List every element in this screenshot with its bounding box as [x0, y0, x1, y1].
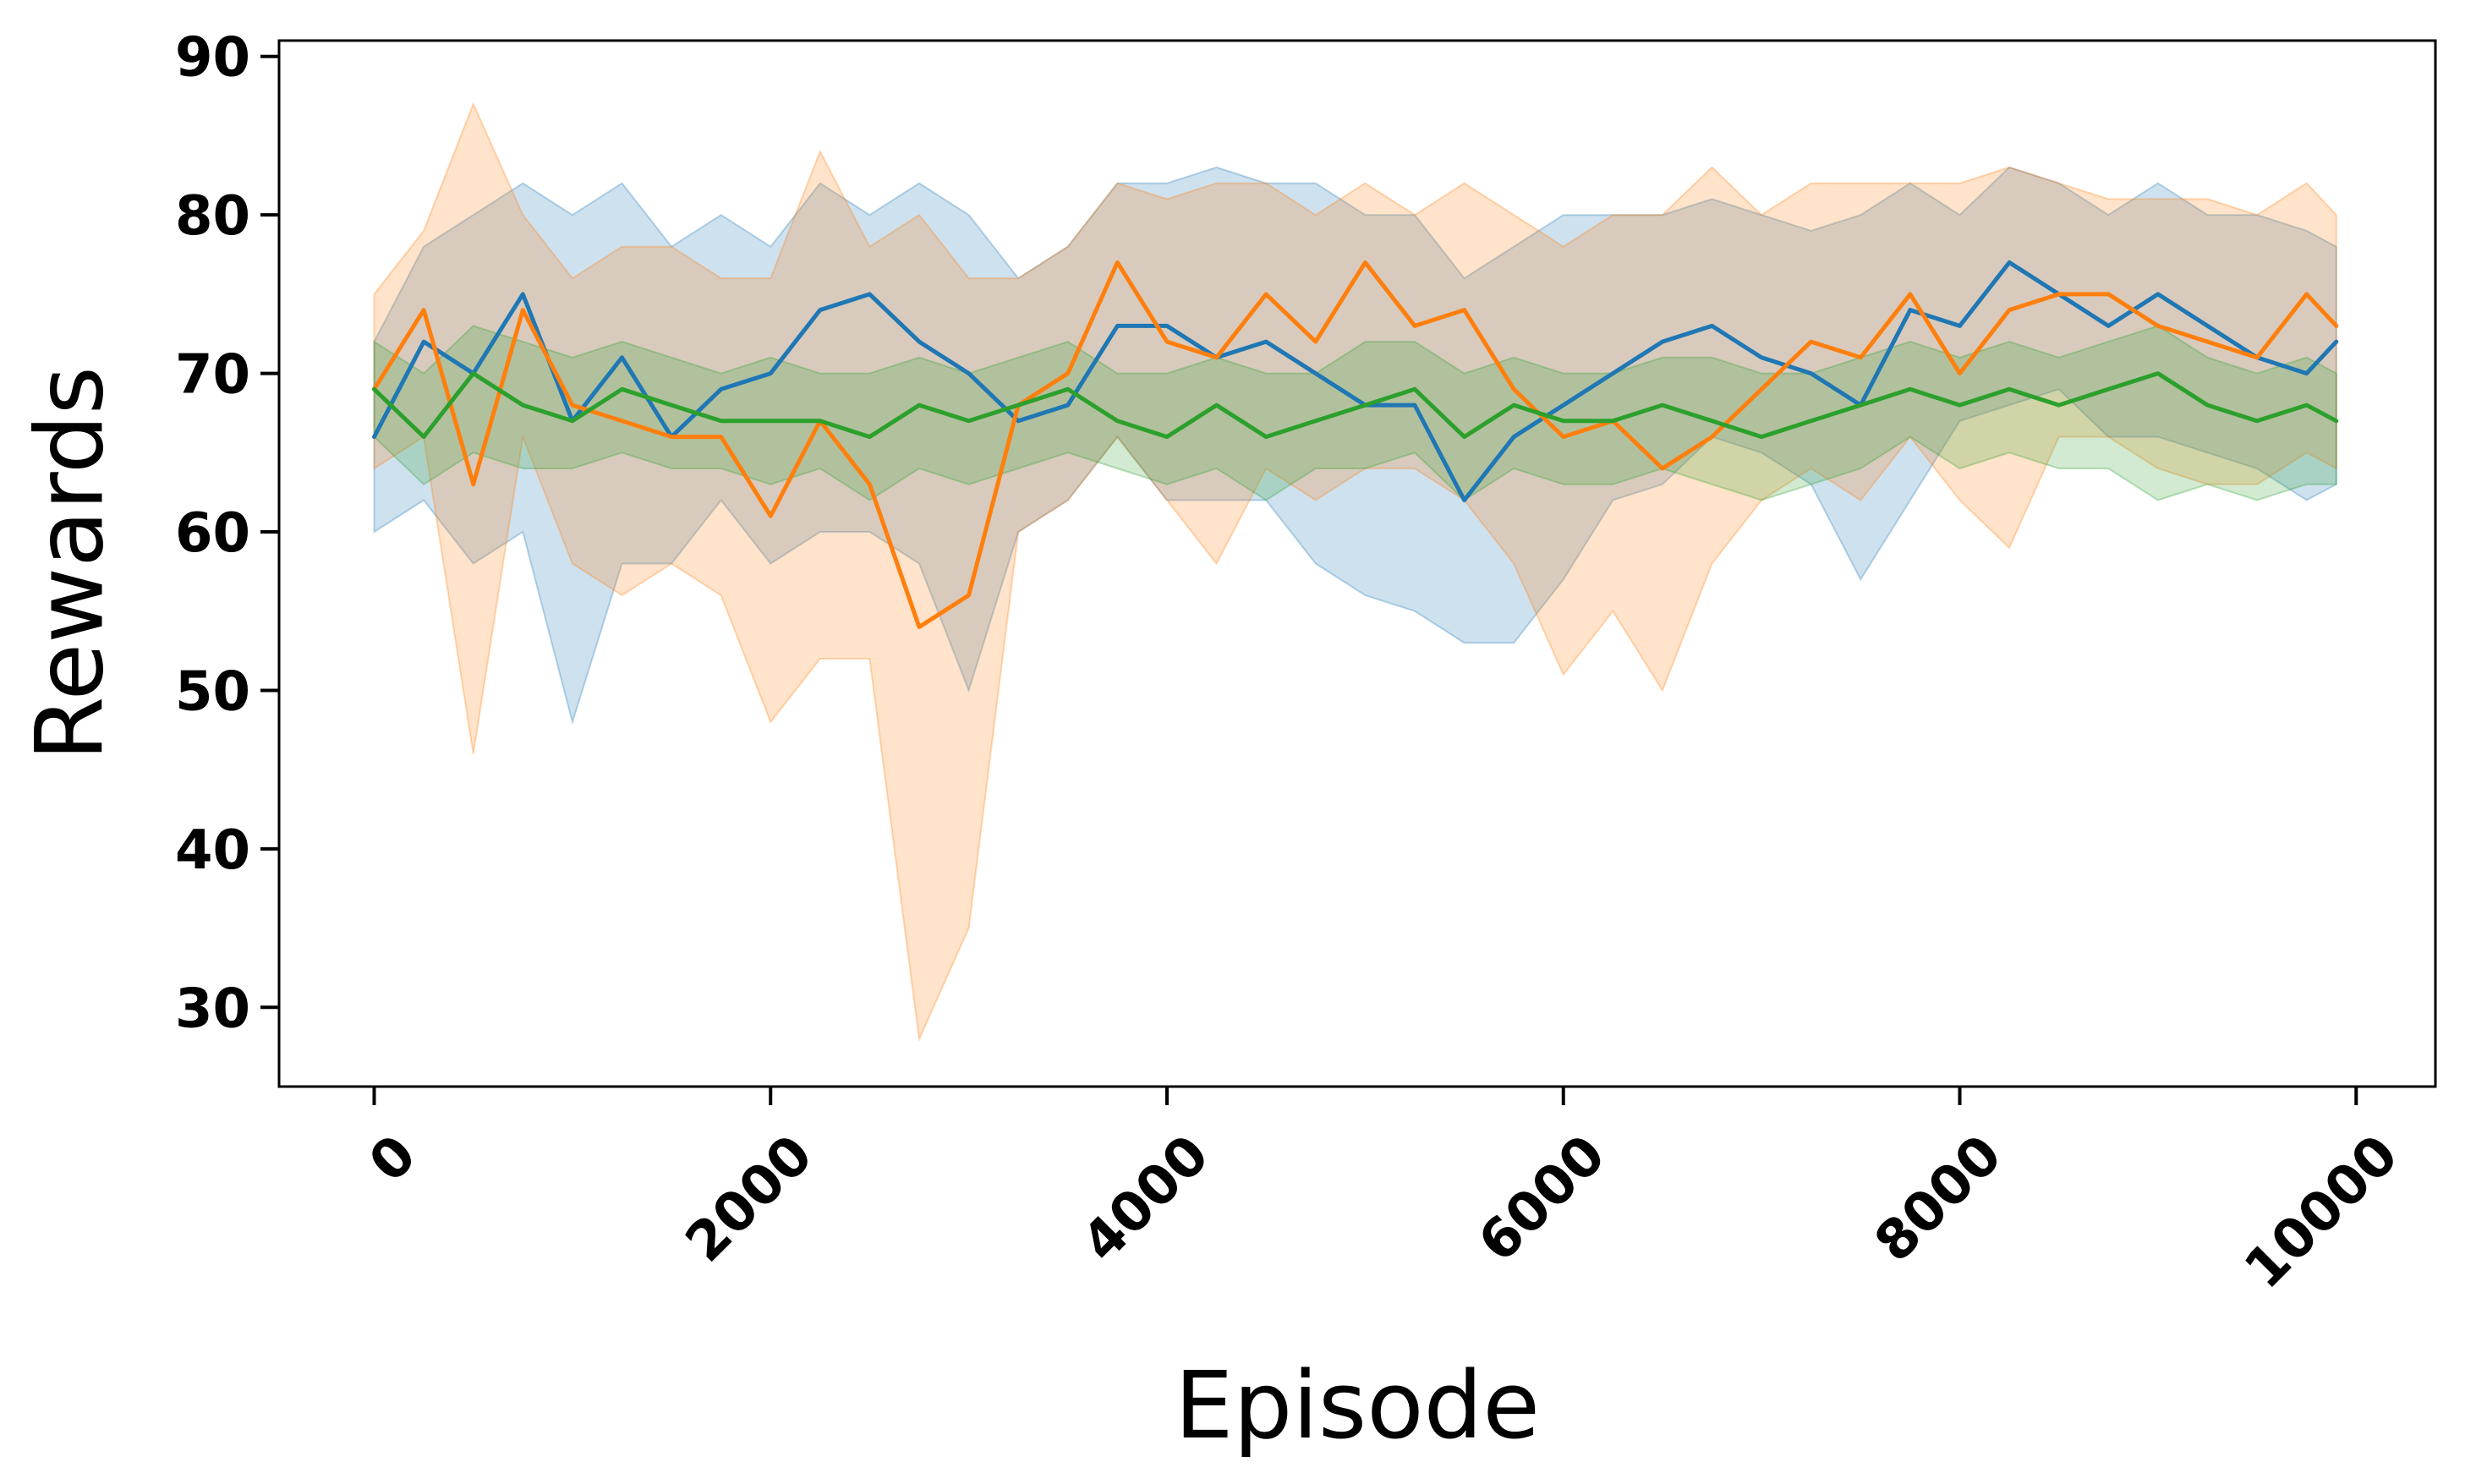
series-1-band [373, 166, 2337, 726]
y-axis-label: Rewards [15, 366, 123, 761]
series-lines [372, 260, 2339, 629]
y-tick-label: 50 [175, 660, 250, 723]
series-2-band [373, 101, 2337, 1043]
y-tick-label: 30 [175, 977, 250, 1040]
x-tick-label: 10000 [2233, 1124, 2411, 1301]
series-2-line [372, 260, 2339, 629]
series-3-line [372, 371, 2339, 440]
y-tick-label: 80 [175, 185, 250, 248]
x-tick-label: 2000 [674, 1124, 824, 1274]
plot-frame [277, 39, 2437, 1088]
y-tick-label: 40 [175, 819, 250, 882]
confidence-bands [373, 101, 2337, 1043]
y-axis: 30 40 50 60 70 80 90 [175, 27, 279, 1040]
x-axis-label: Episode [1175, 1351, 1540, 1459]
x-tick-label: 6000 [1467, 1124, 1618, 1274]
x-axis: 0 2000 4000 6000 8000 10000 [358, 1087, 2411, 1301]
x-tick-label: 0 [358, 1124, 429, 1195]
x-tick-label: 8000 [1863, 1124, 2013, 1274]
y-tick-label: 70 [175, 344, 250, 407]
y-tick-label: 90 [175, 27, 250, 90]
x-tick-label: 4000 [1071, 1124, 1221, 1274]
y-tick-label: 60 [175, 502, 250, 565]
